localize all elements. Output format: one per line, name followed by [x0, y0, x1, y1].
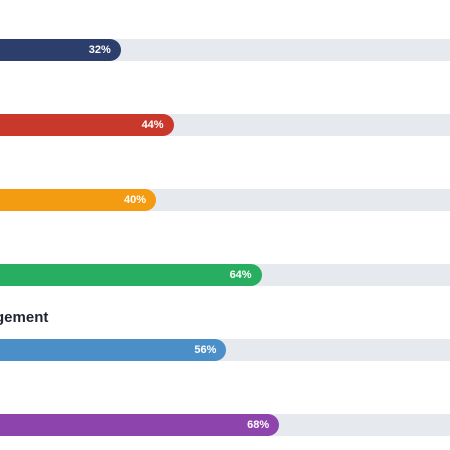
bar-value-label: 40%: [123, 194, 146, 206]
bar-fill: 64%: [0, 264, 262, 286]
bar-value-label: 32%: [88, 44, 111, 56]
bar-value-label: 68%: [247, 419, 270, 431]
bar-value-label: 44%: [141, 119, 164, 131]
bar-fill: 68%: [0, 414, 280, 436]
bar-label: er Engagement: [0, 309, 49, 326]
bar-value-label: 64%: [229, 269, 252, 281]
bar-fill: 44%: [0, 114, 174, 136]
bar-fill: 40%: [0, 189, 156, 211]
bar-fill: 32%: [0, 39, 121, 61]
bar-value-label: 56%: [194, 344, 217, 356]
bar-fill: 56%: [0, 339, 227, 361]
